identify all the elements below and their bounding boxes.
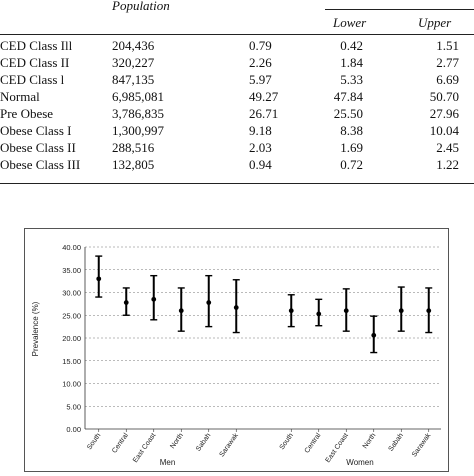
data-point xyxy=(233,305,239,310)
prevalence-chart: 0.00 5.00 10.00 15.00 20.00 25.00 30.00 35.00 40… xyxy=(31,243,441,467)
table-cell-label: Normal xyxy=(0,89,40,104)
data-point xyxy=(288,308,294,314)
table-cell-upper: 10.04 xyxy=(429,123,459,138)
x-tick-label: Sarawak xyxy=(219,432,241,459)
table-cell-lower: 1.69 xyxy=(340,140,363,155)
x-tick-label: South xyxy=(86,432,102,451)
x-tick-label: North xyxy=(169,432,185,450)
header-lower: Lower xyxy=(333,15,367,30)
data-point xyxy=(96,276,102,282)
table-cell-upper: 6.69 xyxy=(436,72,459,87)
data-point xyxy=(206,300,212,305)
x-tick-label: Sabah xyxy=(388,432,405,453)
table-cell-lower: 8.38 xyxy=(340,123,363,138)
x-tick-label: North xyxy=(362,432,378,450)
table-cell-label: Obese Class I xyxy=(0,123,72,138)
y-axis-label: Prevalence (%) xyxy=(31,301,40,356)
header-upper: Upper xyxy=(418,15,452,30)
header-population: Population xyxy=(112,0,170,13)
table-cell-label: CED Class Ill xyxy=(0,38,73,53)
table-cell-population: 132,805 xyxy=(112,157,155,172)
table-cell-upper: 50.70 xyxy=(429,89,459,104)
table-cell-percent: 0.94 xyxy=(249,157,272,172)
table-cell-upper: 2.45 xyxy=(436,140,459,155)
y-tick-label: 30.00 xyxy=(62,289,81,298)
data-point xyxy=(316,311,322,317)
y-tick-label: 0.00 xyxy=(66,425,81,434)
bottom-rule xyxy=(0,183,474,184)
y-tick-label: 35.00 xyxy=(62,266,81,275)
chart-frame: 0.00 5.00 10.00 15.00 20.00 25.00 30.00 35.00 40… xyxy=(24,228,449,472)
table-cell-percent: 26.71 xyxy=(249,106,279,121)
x-tick-label: South xyxy=(279,432,295,451)
table-cell-percent: 2.03 xyxy=(249,140,272,155)
table-cell-percent: 49.27 xyxy=(249,89,279,104)
table-cell-population: 3,786,835 xyxy=(112,106,164,121)
data-point xyxy=(123,300,129,305)
table-cell-label: CED Class II xyxy=(0,55,70,70)
header-rule xyxy=(0,34,474,35)
x-tick-label: East Coast xyxy=(132,432,157,464)
group-label: Women xyxy=(346,458,373,467)
table-cell-percent: 0.79 xyxy=(249,38,272,53)
data-point xyxy=(151,296,157,302)
table-cell-percent: 5.97 xyxy=(249,72,272,87)
table-cell-percent: 2.26 xyxy=(249,55,272,70)
x-tick-label: Central xyxy=(304,432,323,455)
table-cell-upper: 2.77 xyxy=(436,55,459,70)
x-tick-label: Sarawak xyxy=(411,432,433,459)
y-tick-label: 5.00 xyxy=(66,402,81,411)
x-tick-label: Central xyxy=(111,432,130,455)
table-cell-population: 288,516 xyxy=(112,140,155,155)
data-point xyxy=(426,308,432,314)
table-cell-lower: 0.42 xyxy=(340,38,363,53)
axes: 0.00 5.00 10.00 15.00 20.00 25.00 30.00 35.00 40… xyxy=(62,243,441,467)
y-tick-label: 20.00 xyxy=(62,334,81,343)
table-cell-population: 6,985,081 xyxy=(112,89,164,104)
table-cell-upper: 1.51 xyxy=(436,38,459,53)
table-cell-lower: 5.33 xyxy=(340,72,363,87)
table-cell-percent: 9.18 xyxy=(249,123,272,138)
table-cell-lower: 47.84 xyxy=(333,89,363,104)
y-tick-label: 25.00 xyxy=(62,311,81,320)
gridlines xyxy=(85,246,441,407)
data-point xyxy=(343,308,349,314)
table-cell-lower: 25.50 xyxy=(333,106,363,121)
table-cell-population: 847,135 xyxy=(112,72,155,87)
table-cell-label: CED Class l xyxy=(0,72,65,87)
x-tick-label: Sabah xyxy=(195,432,212,453)
y-tick-label: 10.00 xyxy=(62,380,81,389)
group-label: Men xyxy=(160,458,176,467)
header-rule-ci xyxy=(325,9,474,10)
table-cell-lower: 1.84 xyxy=(340,55,363,70)
table-cell-upper: 27.96 xyxy=(429,106,459,121)
data-point xyxy=(371,332,377,338)
error-bars xyxy=(95,255,433,354)
table-cell-label: Obese Class II xyxy=(0,140,76,155)
table-cell-lower: 0.72 xyxy=(340,157,363,172)
table-cell-population: 1,300,997 xyxy=(112,123,164,138)
table-cell-upper: 1.22 xyxy=(436,157,459,172)
table-cell-label: Pre Obese xyxy=(0,106,54,121)
statistics-table: Population Lower Upper CED Class Ill 204,… xyxy=(0,0,474,184)
table-cell-label: Obese Class III xyxy=(0,157,81,172)
table-cell-population: 204,436 xyxy=(112,38,155,53)
data-point xyxy=(398,308,404,314)
y-tick-label: 15.00 xyxy=(62,357,81,366)
data-point xyxy=(178,308,184,314)
y-tick-label: 40.00 xyxy=(62,243,81,252)
table-cell-population: 320,227 xyxy=(112,55,155,70)
